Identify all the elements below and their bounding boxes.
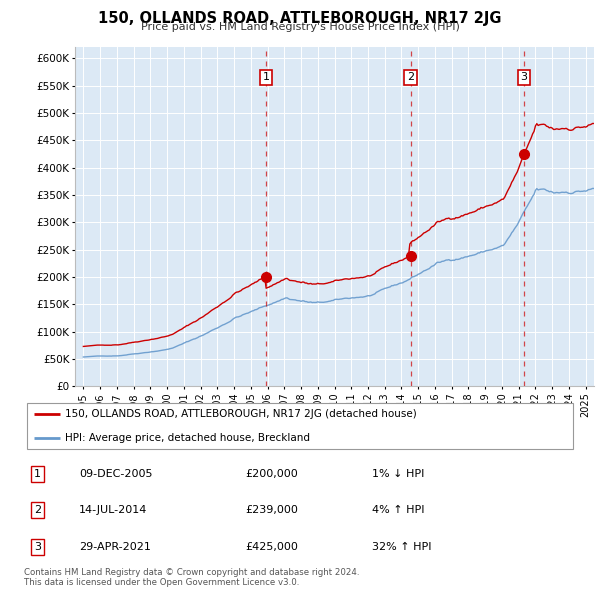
Text: 150, OLLANDS ROAD, ATTLEBOROUGH, NR17 2JG: 150, OLLANDS ROAD, ATTLEBOROUGH, NR17 2J… — [98, 11, 502, 25]
Text: 150, OLLANDS ROAD, ATTLEBOROUGH, NR17 2JG (detached house): 150, OLLANDS ROAD, ATTLEBOROUGH, NR17 2J… — [65, 409, 417, 419]
Text: 1: 1 — [34, 468, 41, 478]
Text: 3: 3 — [521, 73, 527, 82]
Text: 14-JUL-2014: 14-JUL-2014 — [79, 504, 148, 514]
Text: Price paid vs. HM Land Registry's House Price Index (HPI): Price paid vs. HM Land Registry's House … — [140, 22, 460, 32]
Text: 4% ↑ HPI: 4% ↑ HPI — [372, 504, 424, 514]
Text: 09-DEC-2005: 09-DEC-2005 — [79, 468, 152, 478]
Text: £239,000: £239,000 — [245, 504, 298, 514]
Text: 2: 2 — [34, 504, 41, 514]
FancyBboxPatch shape — [27, 403, 572, 450]
Text: 2: 2 — [407, 73, 414, 82]
Text: £200,000: £200,000 — [245, 468, 298, 478]
Text: 3: 3 — [34, 542, 41, 552]
Text: HPI: Average price, detached house, Breckland: HPI: Average price, detached house, Brec… — [65, 433, 310, 443]
Text: 1: 1 — [263, 73, 269, 82]
Text: £425,000: £425,000 — [245, 542, 298, 552]
Text: 32% ↑ HPI: 32% ↑ HPI — [372, 542, 431, 552]
Text: Contains HM Land Registry data © Crown copyright and database right 2024.
This d: Contains HM Land Registry data © Crown c… — [24, 568, 359, 587]
Text: 1% ↓ HPI: 1% ↓ HPI — [372, 468, 424, 478]
Text: 29-APR-2021: 29-APR-2021 — [79, 542, 151, 552]
